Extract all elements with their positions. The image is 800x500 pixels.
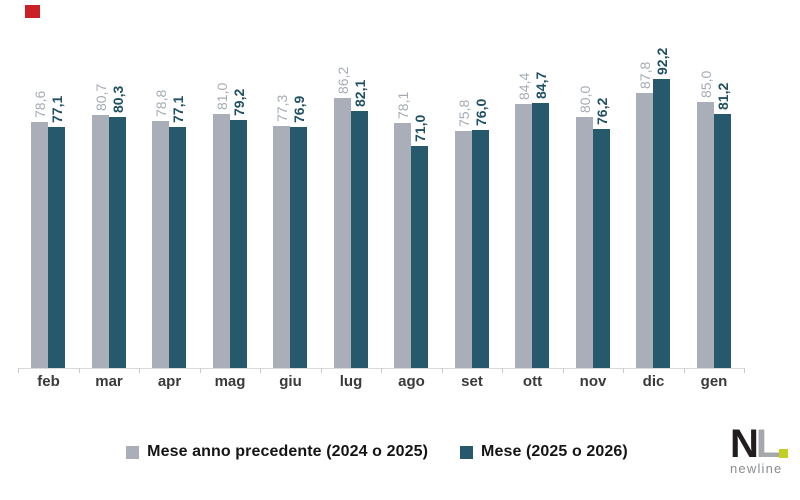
x-axis-label: nov xyxy=(579,373,607,390)
value-label: 81,2 xyxy=(714,82,731,110)
newline-logo: N L newline xyxy=(730,422,790,476)
logo-accent-square xyxy=(779,449,789,458)
bar-mag-series0 xyxy=(213,114,230,368)
logo-initials: N L xyxy=(730,422,790,466)
x-axis-label: gen xyxy=(700,373,728,390)
legend-item-current-year: Mese (2025 o 2026) xyxy=(460,443,628,461)
legend-item-previous-year: Mese anno precedente (2024 o 2025) xyxy=(126,443,428,461)
x-axis-tick xyxy=(139,368,140,373)
legend: Mese anno precedente (2024 o 2025) Mese … xyxy=(0,440,800,464)
value-label: 71,0 xyxy=(411,114,428,142)
value-label: 78,8 xyxy=(152,89,169,117)
legend-label-current-year: Mese (2025 o 2026) xyxy=(481,443,628,460)
x-axis-tick xyxy=(684,368,685,373)
value-label: 80,3 xyxy=(109,85,126,113)
bar-gen-series1 xyxy=(714,114,731,368)
bar-apr-series1 xyxy=(169,127,186,368)
bar-dic-series1 xyxy=(653,79,670,368)
x-axis-label: mag xyxy=(214,373,246,390)
plot-area: 78,6 77,1 80,7 80,3 78,8 77,1 81,0 79,2 77,3 76,9… xyxy=(31,47,731,368)
bar-ago-series0 xyxy=(394,123,411,368)
bar-mag-series1 xyxy=(230,120,247,368)
bar-apr-series0 xyxy=(152,121,169,368)
bar-nov-series0 xyxy=(576,117,593,368)
value-label: 77,3 xyxy=(273,94,290,122)
value-label: 84,7 xyxy=(532,71,549,99)
legend-swatch-gray xyxy=(126,445,140,459)
value-label: 82,1 xyxy=(351,79,368,107)
bar-feb-series1 xyxy=(48,127,65,368)
bar-giu-series0 xyxy=(273,126,290,368)
x-axis-label: lug xyxy=(339,373,363,390)
x-axis-tick xyxy=(744,368,745,373)
x-axis-tick xyxy=(321,368,322,373)
x-axis-tick xyxy=(260,368,261,373)
value-label: 75,8 xyxy=(455,99,472,127)
value-label: 80,0 xyxy=(576,85,593,113)
value-label: 92,2 xyxy=(653,47,670,75)
value-label: 78,1 xyxy=(394,91,411,119)
value-label: 77,1 xyxy=(48,95,65,123)
value-label: 80,7 xyxy=(92,83,109,111)
x-axis-tick xyxy=(200,368,201,373)
bar-giu-series1 xyxy=(290,127,307,368)
x-axis-label: feb xyxy=(37,373,60,390)
value-label: 76,9 xyxy=(290,95,307,123)
x-axis-tick xyxy=(18,368,19,373)
x-axis-tick xyxy=(623,368,624,373)
x-axis-label: ott xyxy=(522,373,543,390)
value-label: 81,0 xyxy=(213,82,230,110)
bar-set-series0 xyxy=(455,131,472,368)
bar-ago-series1 xyxy=(411,146,428,368)
bar-nov-series1 xyxy=(593,129,610,368)
x-axis-label: dic xyxy=(642,373,665,390)
x-axis-label: apr xyxy=(157,373,182,390)
legend-label-previous-year: Mese anno precedente (2024 o 2025) xyxy=(147,443,429,460)
bar-mar-series0 xyxy=(92,115,109,368)
value-label: 86,2 xyxy=(334,66,351,94)
bar-lug-series0 xyxy=(334,98,351,368)
x-axis-tick xyxy=(563,368,564,373)
bar-mar-series1 xyxy=(109,117,126,368)
x-axis-tick xyxy=(381,368,382,373)
x-axis-label: ago xyxy=(398,373,425,390)
x-axis-label: set xyxy=(461,373,483,390)
bar-ott-series1 xyxy=(532,103,549,368)
value-label: 87,8 xyxy=(636,61,653,89)
value-label: 77,1 xyxy=(169,95,186,123)
x-axis-label: mar xyxy=(95,373,123,390)
logo-letter-n: N xyxy=(730,422,759,466)
logo-name: newline xyxy=(730,461,783,476)
logo-letter-l: L xyxy=(755,422,781,466)
bar-gen-series0 xyxy=(697,102,714,368)
value-label: 85,0 xyxy=(697,70,714,98)
value-label: 76,0 xyxy=(472,98,489,126)
legend-swatch-teal xyxy=(460,445,474,459)
value-label: 76,2 xyxy=(593,97,610,125)
x-axis-tick xyxy=(442,368,443,373)
bar-set-series1 xyxy=(472,130,489,368)
bar-dic-series0 xyxy=(636,93,653,368)
value-label: 84,4 xyxy=(515,72,532,100)
bar-feb-series0 xyxy=(31,122,48,368)
bar-ott-series0 xyxy=(515,104,532,368)
red-marker xyxy=(25,5,40,18)
x-axis-tick xyxy=(79,368,80,373)
x-axis-tick xyxy=(502,368,503,373)
value-label: 79,2 xyxy=(230,88,247,116)
x-axis-label: giu xyxy=(279,373,302,390)
value-label: 78,6 xyxy=(31,90,48,118)
bar-lug-series1 xyxy=(351,111,368,368)
